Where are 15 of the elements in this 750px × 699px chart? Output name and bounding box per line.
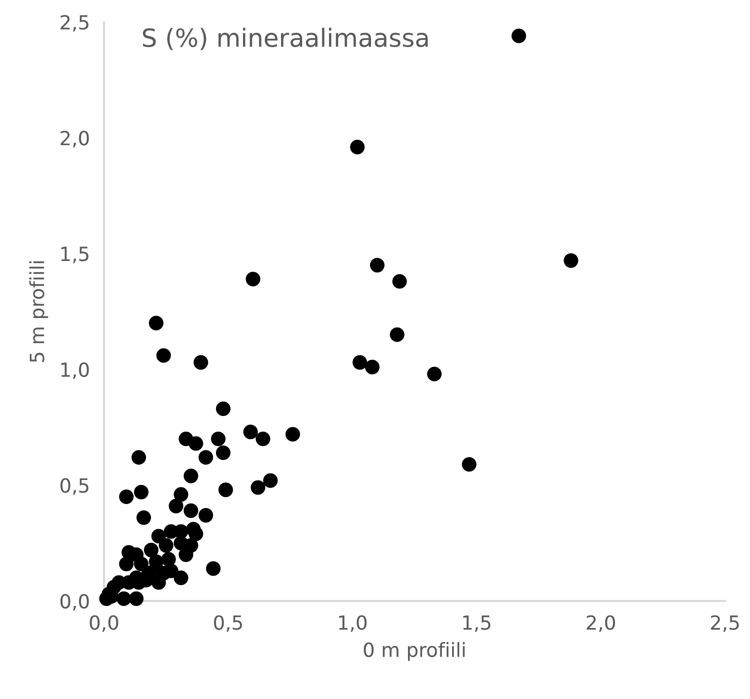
y-tick-label: 1,0 [61, 362, 89, 380]
x-tick-label: 2,0 [586, 615, 615, 632]
y-tick-label: 0,5 [60, 478, 88, 495]
chart-title: S (%) mineraalimaassa [142, 28, 428, 50]
x-tick-label: 0,5 [214, 615, 242, 632]
y-tick-label: 2,0 [60, 130, 89, 148]
x-axis-title: 0 m profiili [364, 642, 465, 661]
x-tick-label: 1,5 [463, 615, 490, 632]
y-axis-title: 5 m profiili [29, 261, 48, 362]
y-tick-label: 2,5 [60, 14, 88, 32]
x-tick-label: 2,5 [710, 615, 739, 632]
y-tick-label: 1,5 [61, 246, 88, 264]
y-tick-label: 0,0 [60, 594, 89, 611]
x-tick-label: 0,0 [90, 615, 118, 632]
x-tick-label: 1,0 [339, 615, 367, 632]
